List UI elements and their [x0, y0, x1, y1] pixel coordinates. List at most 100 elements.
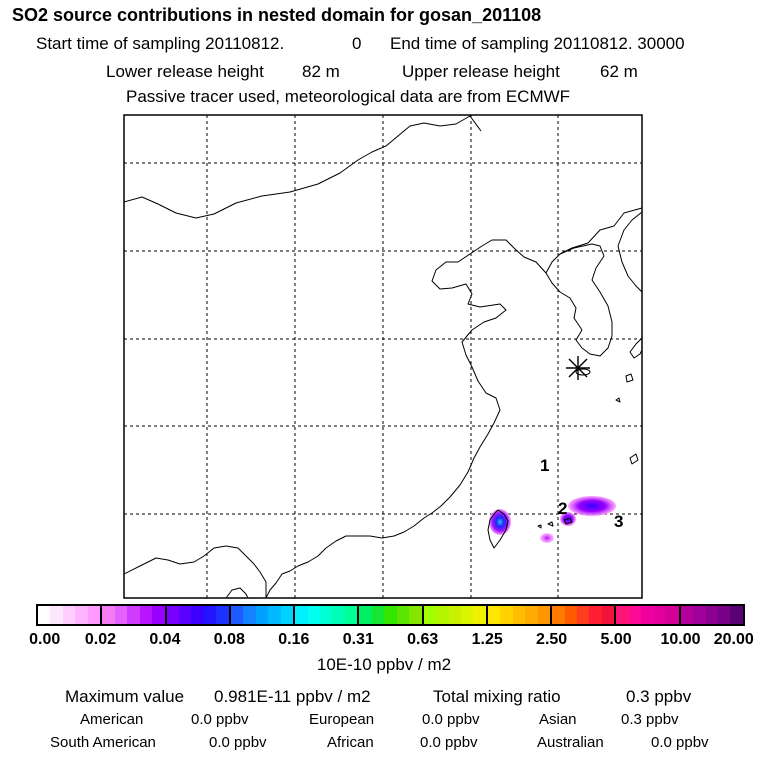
- colorbar-tick-label: 0.02: [84, 631, 117, 648]
- concentration-field: [489, 496, 616, 543]
- colorbar-tick-label: 0.63: [407, 631, 439, 648]
- asterisk-icon: [566, 356, 590, 380]
- source-label-1: 1: [540, 456, 549, 475]
- colorbar-cell: [344, 606, 358, 624]
- colorbar-tick-label: 0.04: [149, 631, 181, 648]
- colorbar-tick-label: 10.00: [660, 631, 701, 648]
- colorbar-tick-label: 0.08: [213, 631, 245, 648]
- max-value: 0.981E-11 ppbv / m2: [214, 687, 371, 706]
- colorbar-cell: [114, 606, 128, 624]
- source-label-2: 2: [558, 499, 567, 518]
- colorbar-cell: [243, 606, 256, 624]
- region-south-american-value: 0.0 ppbv: [209, 734, 267, 751]
- colorbar-cell: [601, 606, 615, 624]
- colorbar-cell: [87, 606, 101, 624]
- colorbar-cell: [730, 606, 743, 624]
- colorbar-cell: [409, 606, 422, 624]
- colorbar-segment: [616, 606, 681, 624]
- colorbar-cell: [693, 606, 706, 624]
- colorbar-cell: [628, 606, 642, 624]
- total-mixing-label: Total mixing ratio: [433, 687, 561, 706]
- upper-height-label: Upper release height: [402, 62, 560, 81]
- colorbar-tick-label: 0.16: [278, 631, 310, 648]
- tracer-note: Passive tracer used, meteorological data…: [126, 87, 571, 106]
- colorbar-cell: [371, 606, 385, 624]
- colorbar-cell: [448, 606, 461, 624]
- colorbar-segment: [487, 606, 553, 624]
- start-hour: 0: [352, 34, 362, 53]
- lat-lon-grid: [124, 115, 642, 598]
- colorbar-cell: [653, 606, 667, 624]
- colorbar-cell: [641, 606, 654, 624]
- region-african-label: African: [327, 734, 374, 751]
- map-panel: 1 2 3: [123, 114, 643, 599]
- colorbar-segment: [552, 606, 617, 624]
- colorbar-cell: [178, 606, 192, 624]
- start-time-label: Start time of sampling 20110812.: [36, 34, 285, 53]
- colorbar-segment: [680, 606, 743, 624]
- colorbar-segment: [230, 606, 296, 624]
- colorbar-segment: [102, 606, 167, 624]
- region-african-value: 0.0 ppbv: [420, 734, 478, 751]
- colorbar-segment: [295, 606, 360, 624]
- colorbar-cell: [525, 606, 538, 624]
- colorbar-cell: [359, 606, 372, 624]
- colorbar-cell: [50, 606, 63, 624]
- colorbar-segment: [359, 606, 424, 624]
- region-asian-value: 0.3 ppbv: [621, 711, 679, 728]
- colorbar-cell: [436, 606, 449, 624]
- colorbar-cell: [487, 606, 501, 624]
- colorbar-cell: [384, 606, 397, 624]
- colorbar-cell: [203, 606, 217, 624]
- source-label-3: 3: [614, 512, 623, 531]
- colorbar-cell: [589, 606, 602, 624]
- colorbar-cell: [564, 606, 578, 624]
- colorbar-cell: [423, 606, 437, 624]
- colorbar-cell: [577, 606, 590, 624]
- colorbar-tick-label: 2.50: [536, 631, 568, 648]
- colorbar-cell: [62, 606, 76, 624]
- colorbar-cell: [680, 606, 694, 624]
- figure-title: SO2 source contributions in nested domai…: [12, 5, 542, 25]
- region-asian-label: Asian: [539, 711, 577, 728]
- region-european-label: European: [309, 711, 375, 728]
- coastlines: [124, 115, 642, 598]
- region-american-value: 0.0 ppbv: [191, 711, 249, 728]
- colorbar-unit: 10E-10 ppbv / m2: [316, 655, 452, 674]
- colorbar-cell: [166, 606, 179, 624]
- region-south-american-label: South American: [50, 734, 156, 751]
- colorbar-cell: [280, 606, 294, 624]
- region-european-value: 0.0 ppbv: [422, 711, 480, 728]
- colorbar-segment: [166, 606, 231, 624]
- lower-height-label: Lower release height: [106, 62, 264, 81]
- colorbar-cell: [552, 606, 565, 624]
- colorbar-cell: [319, 606, 333, 624]
- colorbar-tick-label: 5.00: [600, 631, 632, 648]
- colorbar-cell: [255, 606, 269, 624]
- colorbar-cell: [705, 606, 719, 624]
- colorbar-tick-label: 0.00: [29, 631, 61, 648]
- colorbar-cell: [332, 606, 345, 624]
- colorbar-cell: [295, 606, 308, 624]
- region-australian-value: 0.0 ppbv: [651, 734, 709, 751]
- colorbar-tick-label: 0.31: [342, 631, 374, 648]
- colorbar-cell: [396, 606, 410, 624]
- colorbar-cell: [102, 606, 115, 624]
- upper-height-value: 62 m: [600, 62, 638, 81]
- colorbar: [36, 604, 745, 626]
- colorbar-cell: [268, 606, 281, 624]
- colorbar-cell: [666, 606, 679, 624]
- colorbar-segment: [38, 606, 103, 624]
- colorbar-cell: [537, 606, 551, 624]
- colorbar-cell: [460, 606, 474, 624]
- colorbar-tick-label: 20.00: [713, 631, 754, 648]
- plume-taiwan: [489, 509, 511, 535]
- colorbar-cell: [139, 606, 153, 624]
- region-american-label: American: [80, 711, 144, 728]
- plume-east-main: [568, 496, 616, 516]
- colorbar-cell: [152, 606, 165, 624]
- colorbar-cell: [127, 606, 140, 624]
- map-frame: [123, 114, 643, 599]
- plume-trail: [540, 533, 554, 543]
- colorbar-cell: [718, 606, 731, 624]
